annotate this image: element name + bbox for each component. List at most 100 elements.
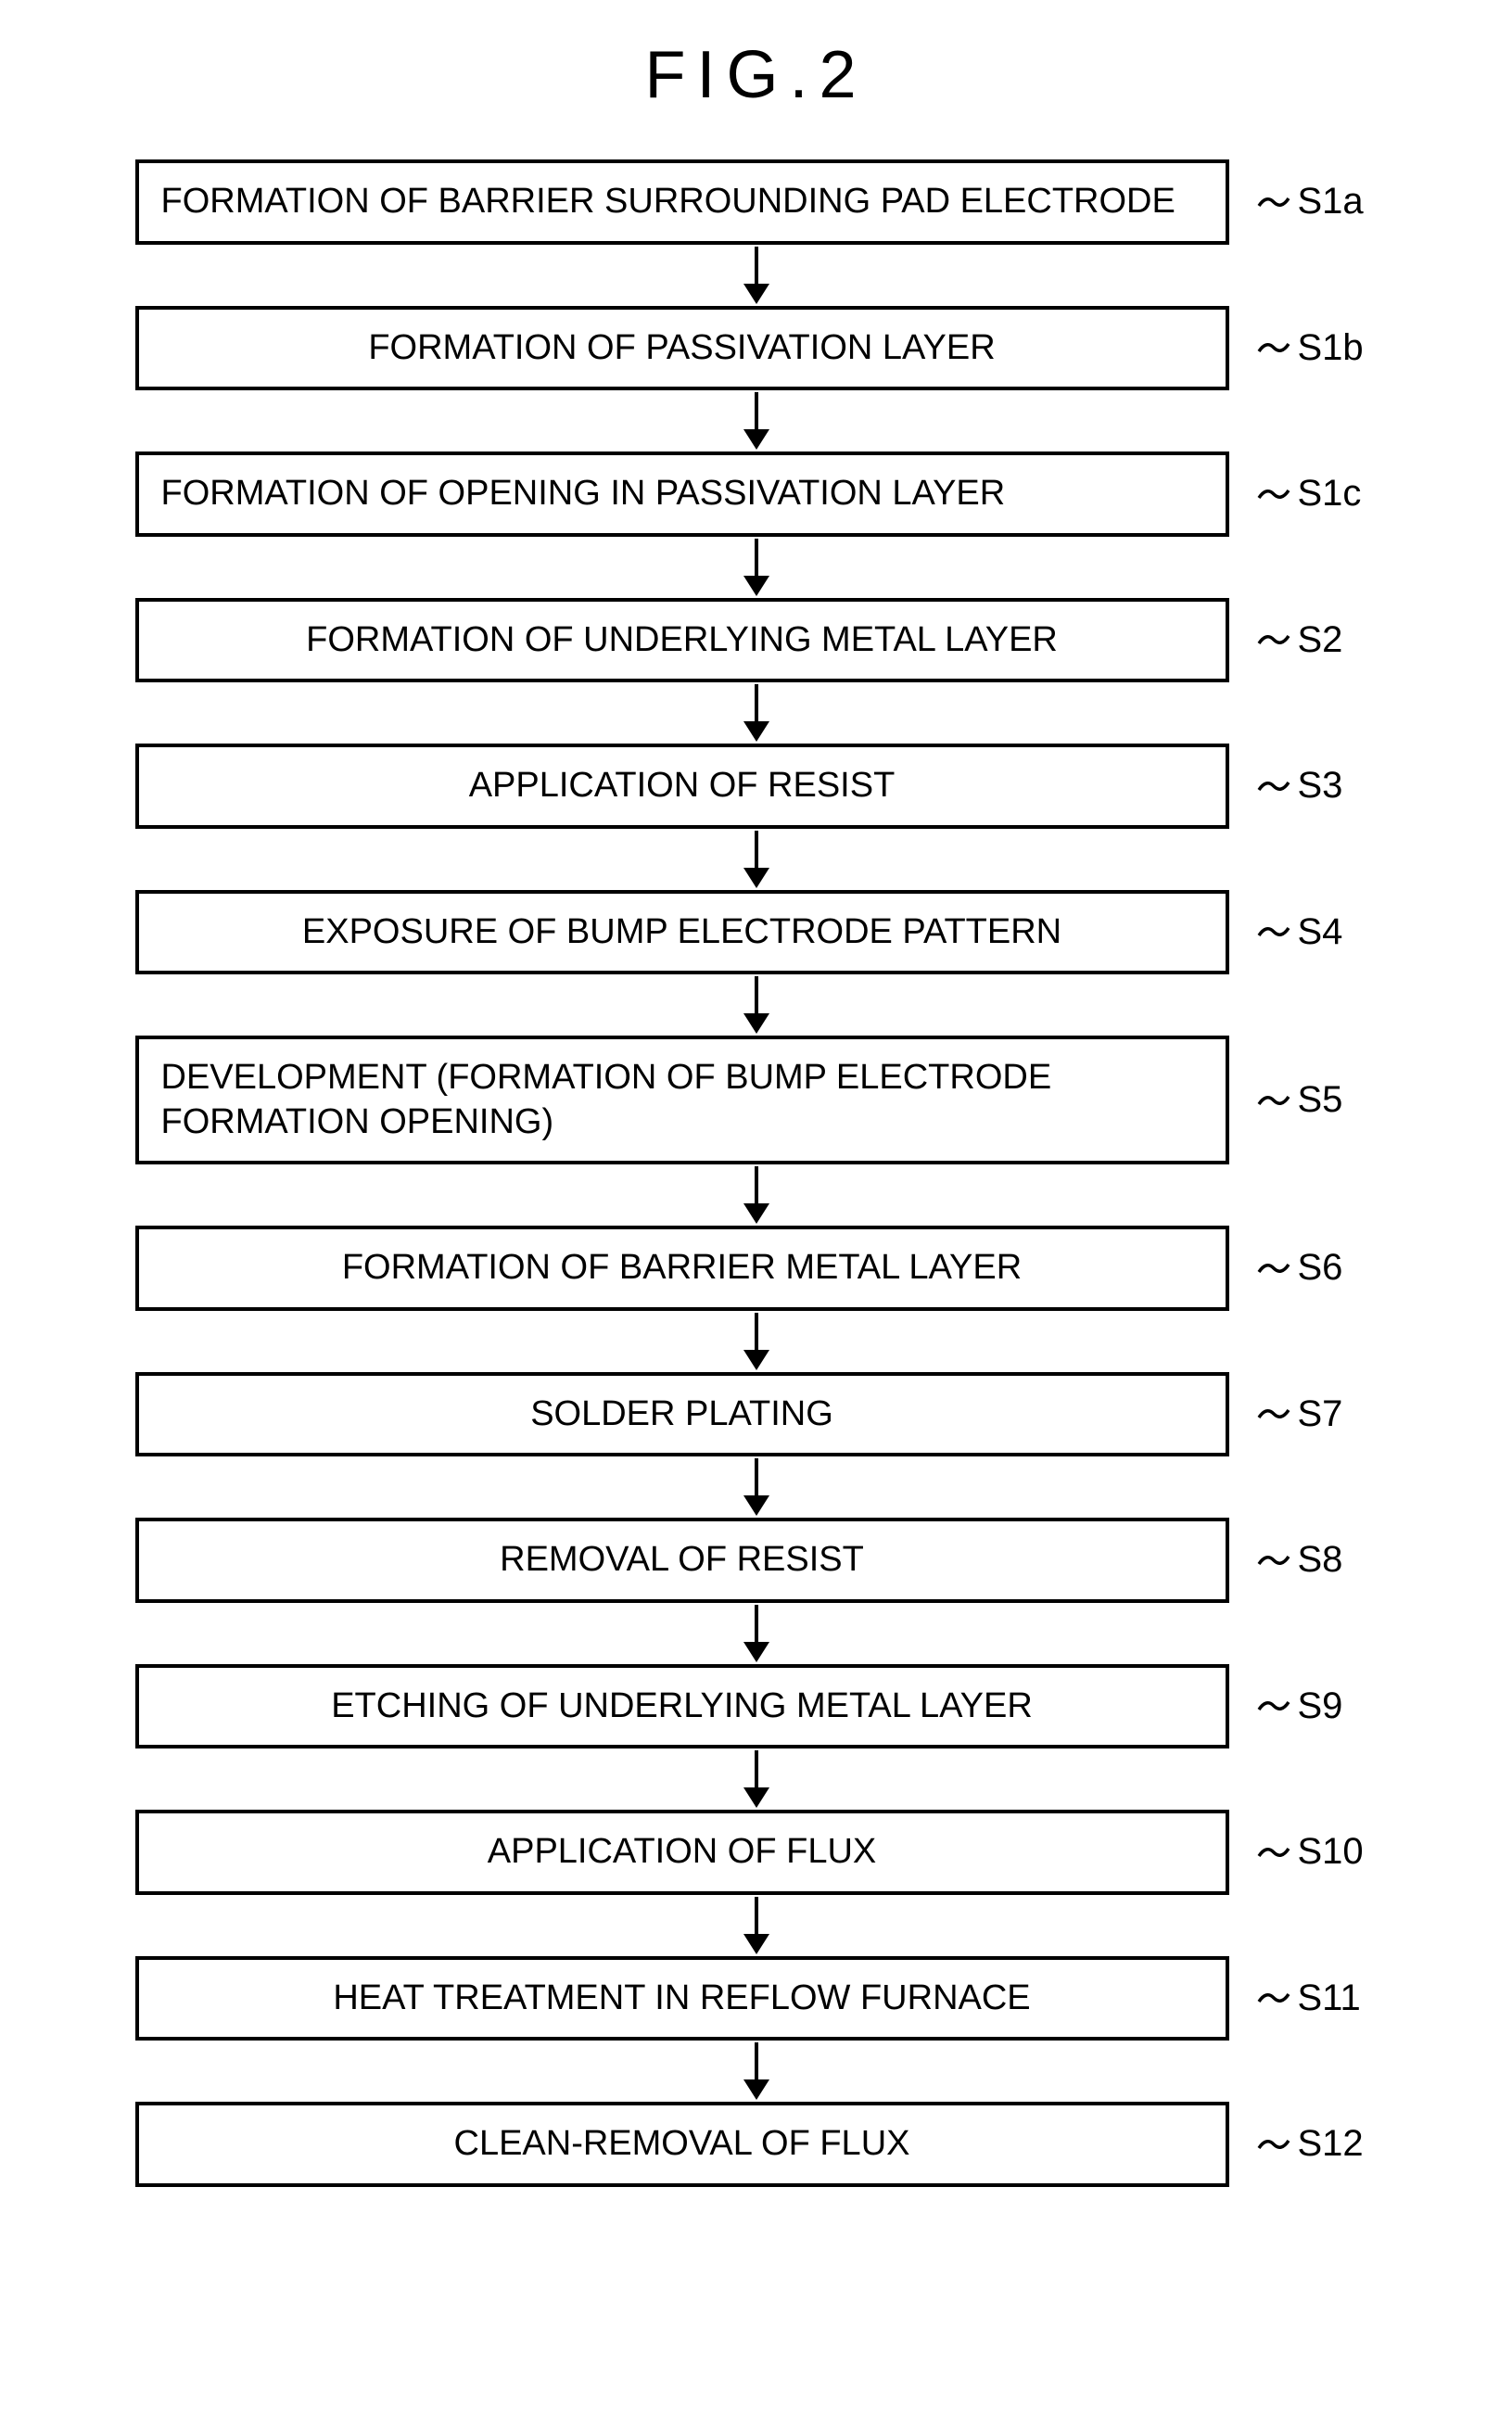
- arrow-head-icon: [743, 576, 769, 596]
- step-row: DEVELOPMENT (FORMATION OF BUMP ELECTRODE…: [135, 1036, 1378, 1164]
- figure-container: FIG.2 FORMATION OF BARRIER SURROUNDING P…: [61, 37, 1452, 2187]
- step-label-text: S5: [1298, 1079, 1343, 1121]
- step-box: FORMATION OF BARRIER METAL LAYER: [135, 1226, 1229, 1311]
- arrow-line: [755, 1166, 758, 1205]
- step-box: FORMATION OF BARRIER SURROUNDING PAD ELE…: [135, 159, 1229, 245]
- step-label-text: S1a: [1298, 181, 1364, 223]
- step-label: S12: [1257, 2123, 1364, 2165]
- step-row: HEAT TREATMENT IN REFLOW FURNACE S11: [135, 1956, 1378, 2041]
- arrow-head-icon: [743, 1787, 769, 1808]
- arrow-line: [755, 1750, 758, 1789]
- step-box: REMOVAL OF RESIST: [135, 1518, 1229, 1603]
- step-label: S1b: [1257, 327, 1364, 369]
- step-label: S8: [1257, 1539, 1343, 1581]
- arrow-line: [755, 684, 758, 723]
- step-text: FORMATION OF BARRIER METAL LAYER: [161, 1246, 1203, 1291]
- step-label-text: S6: [1298, 1247, 1343, 1289]
- step-label: S2: [1257, 619, 1343, 661]
- flow-arrow: [210, 1166, 1303, 1224]
- step-box: FORMATION OF PASSIVATION LAYER: [135, 306, 1229, 391]
- step-text: HEAT TREATMENT IN REFLOW FURNACE: [161, 1977, 1203, 2021]
- step-box: DEVELOPMENT (FORMATION OF BUMP ELECTRODE…: [135, 1036, 1229, 1164]
- step-text: FORMATION OF BARRIER SURROUNDING PAD ELE…: [161, 180, 1203, 224]
- flow-arrow: [210, 1897, 1303, 1954]
- step-box: APPLICATION OF FLUX: [135, 1810, 1229, 1895]
- step-row: FORMATION OF BARRIER SURROUNDING PAD ELE…: [135, 159, 1378, 245]
- arrow-line: [755, 1313, 758, 1352]
- flow-arrow: [210, 1605, 1303, 1662]
- arrow-head-icon: [743, 1203, 769, 1224]
- step-label-text: S8: [1298, 1539, 1343, 1581]
- step-text: FORMATION OF UNDERLYING METAL LAYER: [161, 618, 1203, 663]
- step-text: REMOVAL OF RESIST: [161, 1538, 1203, 1583]
- step-text: EXPOSURE OF BUMP ELECTRODE PATTERN: [161, 910, 1203, 955]
- arrow-head-icon: [743, 1013, 769, 1034]
- step-label-text: S1b: [1298, 327, 1364, 369]
- step-row: APPLICATION OF FLUX S10: [135, 1810, 1378, 1895]
- step-text: FORMATION OF PASSIVATION LAYER: [161, 326, 1203, 371]
- arrow-line: [755, 539, 758, 578]
- step-row: CLEAN-REMOVAL OF FLUX S12: [135, 2102, 1378, 2187]
- step-label-text: S11: [1298, 1977, 1361, 2019]
- flow-arrow: [210, 1458, 1303, 1516]
- step-box: HEAT TREATMENT IN REFLOW FURNACE: [135, 1956, 1229, 2041]
- arrow-line: [755, 1605, 758, 1644]
- arrow-line: [755, 1897, 758, 1936]
- arrow-line: [755, 2042, 758, 2081]
- step-text: ETCHING OF UNDERLYING METAL LAYER: [161, 1685, 1203, 1729]
- step-row: FORMATION OF UNDERLYING METAL LAYER S2: [135, 598, 1378, 683]
- step-label: S3: [1257, 765, 1343, 807]
- step-row: FORMATION OF PASSIVATION LAYER S1b: [135, 306, 1378, 391]
- flow-arrow: [210, 392, 1303, 450]
- step-label: S6: [1257, 1247, 1343, 1289]
- step-label-text: S9: [1298, 1685, 1343, 1727]
- flowchart: FORMATION OF BARRIER SURROUNDING PAD ELE…: [61, 159, 1452, 2187]
- flow-arrow: [210, 1313, 1303, 1370]
- arrow-head-icon: [743, 868, 769, 888]
- step-row: ETCHING OF UNDERLYING METAL LAYER S9: [135, 1664, 1378, 1749]
- step-label: S1c: [1257, 473, 1362, 515]
- step-label-text: S1c: [1298, 473, 1362, 515]
- step-box: SOLDER PLATING: [135, 1372, 1229, 1457]
- step-label: S10: [1257, 1831, 1364, 1873]
- step-label: S1a: [1257, 181, 1364, 223]
- step-label: S5: [1257, 1079, 1343, 1121]
- step-label-text: S4: [1298, 911, 1343, 953]
- arrow-head-icon: [743, 1495, 769, 1516]
- step-label-text: S10: [1298, 1831, 1364, 1873]
- step-text: APPLICATION OF FLUX: [161, 1830, 1203, 1875]
- arrow-head-icon: [743, 2079, 769, 2100]
- flow-arrow: [210, 247, 1303, 304]
- step-text: FORMATION OF OPENING IN PASSIVATION LAYE…: [161, 472, 1203, 516]
- step-text: DEVELOPMENT (FORMATION OF BUMP ELECTRODE…: [161, 1056, 1203, 1144]
- step-row: EXPOSURE OF BUMP ELECTRODE PATTERN S4: [135, 890, 1378, 975]
- arrow-head-icon: [743, 429, 769, 450]
- step-box: APPLICATION OF RESIST: [135, 744, 1229, 829]
- step-box: ETCHING OF UNDERLYING METAL LAYER: [135, 1664, 1229, 1749]
- step-text: APPLICATION OF RESIST: [161, 764, 1203, 808]
- step-box: EXPOSURE OF BUMP ELECTRODE PATTERN: [135, 890, 1229, 975]
- step-box: CLEAN-REMOVAL OF FLUX: [135, 2102, 1229, 2187]
- step-text: SOLDER PLATING: [161, 1392, 1203, 1437]
- step-label: S11: [1257, 1977, 1361, 2019]
- arrow-head-icon: [743, 1350, 769, 1370]
- step-row: FORMATION OF BARRIER METAL LAYER S6: [135, 1226, 1378, 1311]
- step-label-text: S3: [1298, 765, 1343, 807]
- step-label-text: S12: [1298, 2123, 1364, 2165]
- flow-arrow: [210, 831, 1303, 888]
- flow-arrow: [210, 1750, 1303, 1808]
- arrow-head-icon: [743, 284, 769, 304]
- step-box: FORMATION OF UNDERLYING METAL LAYER: [135, 598, 1229, 683]
- arrow-head-icon: [743, 721, 769, 742]
- step-row: FORMATION OF OPENING IN PASSIVATION LAYE…: [135, 451, 1378, 537]
- step-row: SOLDER PLATING S7: [135, 1372, 1378, 1457]
- step-box: FORMATION OF OPENING IN PASSIVATION LAYE…: [135, 451, 1229, 537]
- flow-arrow: [210, 684, 1303, 742]
- step-text: CLEAN-REMOVAL OF FLUX: [161, 2122, 1203, 2167]
- step-row: APPLICATION OF RESIST S3: [135, 744, 1378, 829]
- step-label: S7: [1257, 1393, 1343, 1435]
- arrow-line: [755, 392, 758, 431]
- arrow-line: [755, 1458, 758, 1497]
- arrow-head-icon: [743, 1642, 769, 1662]
- step-label: S4: [1257, 911, 1343, 953]
